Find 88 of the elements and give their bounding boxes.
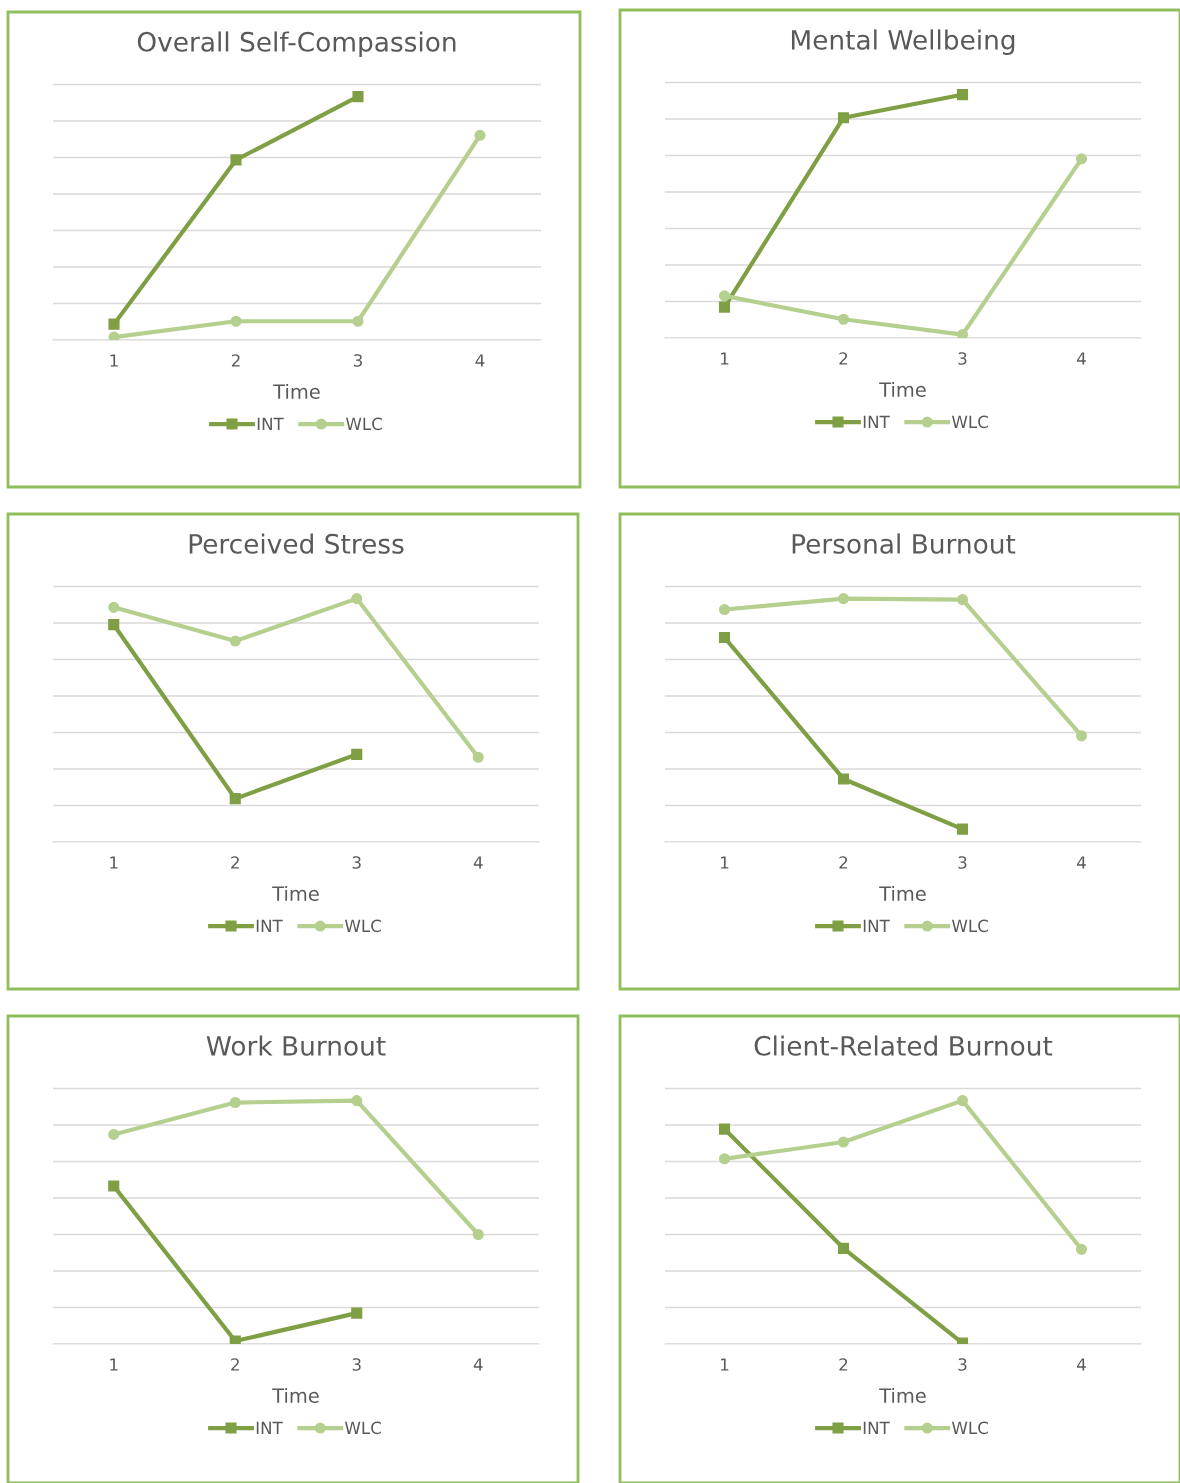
legend-label: INT xyxy=(863,1421,890,1434)
point xyxy=(108,619,120,631)
x-tick-label: 1 xyxy=(721,1358,729,1371)
chart-title: Overall Self-Compassion xyxy=(137,31,456,57)
chart-title: Work Burnout xyxy=(206,1035,386,1056)
legend-label: WLC xyxy=(951,415,988,429)
x-tick-label: 1 xyxy=(110,1358,118,1371)
x-tick-label: 2 xyxy=(839,1358,848,1371)
point xyxy=(108,601,120,613)
x-tick-label: 2 xyxy=(231,856,239,869)
point xyxy=(229,635,241,647)
x-tick-label: 2 xyxy=(231,1358,239,1371)
legend-label: INT xyxy=(863,919,890,932)
point xyxy=(229,1096,241,1109)
chart-title: Personal Burnout xyxy=(792,533,1016,554)
point xyxy=(472,1228,484,1241)
point xyxy=(108,1128,120,1140)
point xyxy=(229,1335,241,1344)
point xyxy=(108,318,120,330)
point xyxy=(230,315,242,327)
x-tick-label: 3 xyxy=(958,856,967,869)
point xyxy=(956,89,969,101)
x-tick-label: 3 xyxy=(353,354,362,367)
x-tick-label: 1 xyxy=(110,354,118,367)
point xyxy=(351,593,363,605)
x-tick-label: 3 xyxy=(958,352,967,365)
x-tick-label: 1 xyxy=(721,352,729,365)
x-axis-title: Time xyxy=(272,1387,319,1403)
point xyxy=(718,290,731,302)
point xyxy=(1075,153,1088,165)
x-tick-label: 4 xyxy=(473,1358,483,1371)
x-tick-label: 1 xyxy=(110,856,118,869)
point xyxy=(229,793,241,805)
x-tick-label: 2 xyxy=(231,354,240,367)
point xyxy=(108,331,120,340)
point xyxy=(352,91,364,103)
x-axis-title: Time xyxy=(879,885,926,901)
point xyxy=(837,1136,850,1148)
point xyxy=(230,154,242,166)
chart-title: Client-Related Burnout xyxy=(754,1035,1053,1056)
x-axis-title: Time xyxy=(879,381,926,397)
point xyxy=(837,313,850,325)
point xyxy=(351,1307,363,1319)
x-tick-label: 4 xyxy=(1077,1358,1086,1371)
point xyxy=(718,604,731,616)
point xyxy=(718,1123,731,1135)
x-tick-label: 4 xyxy=(1077,352,1086,365)
legend-label: INT xyxy=(256,1421,283,1434)
x-axis-title: Time xyxy=(879,1387,926,1403)
x-tick-label: 4 xyxy=(473,856,483,869)
point xyxy=(956,594,969,606)
x-tick-label: 4 xyxy=(475,354,485,367)
x-tick-label: 2 xyxy=(839,352,848,365)
legend-label: WLC xyxy=(951,919,988,933)
point xyxy=(108,1180,120,1192)
point xyxy=(352,315,364,327)
legend-label: INT xyxy=(863,415,890,428)
point xyxy=(351,748,363,760)
point xyxy=(837,773,850,785)
x-tick-label: 4 xyxy=(1077,856,1086,869)
x-axis-title: Time xyxy=(273,383,320,399)
point xyxy=(1075,730,1088,742)
x-tick-label: 1 xyxy=(721,856,729,869)
legend-label: INT xyxy=(256,919,283,932)
point xyxy=(1075,1243,1088,1255)
point xyxy=(718,301,731,313)
legend-label: WLC xyxy=(344,1421,381,1435)
point xyxy=(837,112,850,124)
legend-label: WLC xyxy=(951,1421,988,1435)
point xyxy=(474,129,486,141)
legend-label: WLC xyxy=(345,417,382,431)
x-tick-label: 3 xyxy=(958,1358,967,1371)
legend-label: WLC xyxy=(344,919,381,933)
chart-title: Mental Wellbeing xyxy=(791,29,1015,55)
x-tick-label: 3 xyxy=(352,856,361,869)
x-axis-title: Time xyxy=(272,885,319,901)
point xyxy=(472,751,484,763)
point xyxy=(351,1095,363,1107)
x-tick-label: 2 xyxy=(839,856,848,869)
point xyxy=(956,1095,969,1107)
chart-title: Perceived Stress xyxy=(189,533,404,554)
point xyxy=(837,593,850,605)
legend-label: INT xyxy=(257,417,284,430)
point xyxy=(956,823,969,835)
point xyxy=(837,1242,850,1254)
point xyxy=(718,1153,731,1165)
x-tick-label: 3 xyxy=(352,1358,361,1371)
point xyxy=(718,631,731,644)
